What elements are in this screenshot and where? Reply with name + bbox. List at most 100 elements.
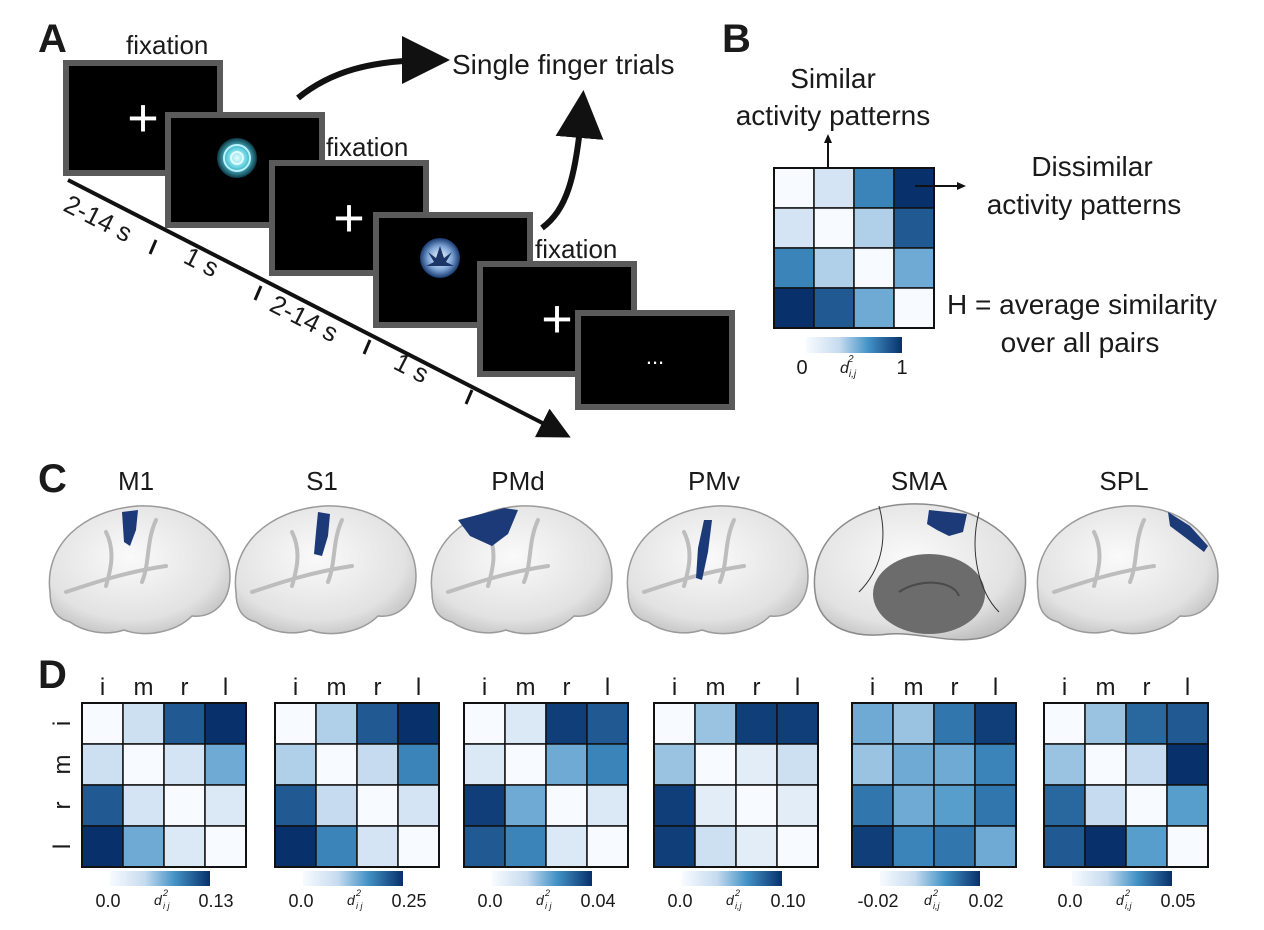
colorbar-subscript: i,j bbox=[933, 901, 941, 911]
matrix-cell bbox=[735, 825, 778, 868]
matrix-cell bbox=[204, 784, 247, 827]
timeline-arrow bbox=[67, 178, 571, 438]
matrix-frame bbox=[274, 702, 440, 868]
stimulus-ring-icon bbox=[217, 138, 257, 178]
colorbar-min: 0.0 bbox=[1057, 891, 1082, 911]
colorbar-max: 0.13 bbox=[198, 891, 233, 911]
matrix-cell bbox=[773, 287, 815, 329]
brain-spl: SPL bbox=[1036, 466, 1219, 635]
column-label: r bbox=[1143, 674, 1151, 701]
colorbar-superscript: 2 bbox=[932, 888, 938, 898]
matrix-cell bbox=[274, 825, 317, 868]
matrix-cell bbox=[315, 825, 358, 868]
column-label: r bbox=[374, 674, 382, 701]
matrix-cell bbox=[813, 287, 855, 329]
rdm-m1: i m r l 0.0 0.13 d i j 2 bbox=[81, 674, 247, 911]
colorbar bbox=[1072, 871, 1172, 886]
matrix-cell bbox=[773, 247, 815, 289]
column-label: m bbox=[1096, 674, 1116, 701]
matrix-cell bbox=[694, 825, 737, 868]
similar-label-line1: Similar bbox=[790, 63, 876, 94]
colorbar-superscript: 2 bbox=[544, 888, 550, 898]
colorbar-symbol: d bbox=[536, 892, 545, 908]
region-label: S1 bbox=[306, 466, 338, 496]
matrix-cell bbox=[274, 743, 317, 786]
colorbar-max: 0.02 bbox=[968, 891, 1003, 911]
colorbar-superscript: 2 bbox=[734, 888, 740, 898]
matrix-cell bbox=[545, 743, 588, 786]
brain-m1: M1 bbox=[48, 466, 231, 635]
colorbar-subscript: i j bbox=[545, 901, 553, 911]
column-label: i bbox=[672, 674, 677, 701]
colorbar-max: 0.25 bbox=[391, 891, 426, 911]
matrix-cell bbox=[735, 743, 778, 786]
matrix-cell bbox=[81, 743, 124, 786]
matrix-cell bbox=[315, 743, 358, 786]
matrix-cell bbox=[851, 702, 894, 745]
similar-label-line2: activity patterns bbox=[736, 100, 931, 131]
matrix-cell bbox=[504, 825, 547, 868]
matrix-cell bbox=[933, 702, 976, 745]
roi-highlight bbox=[1168, 512, 1208, 552]
matrix-cell bbox=[851, 743, 894, 786]
column-label: m bbox=[134, 674, 154, 701]
column-label: l bbox=[416, 674, 421, 701]
column-label: l bbox=[993, 674, 998, 701]
colorbar-subscript: i,j bbox=[735, 901, 743, 911]
matrix-cell bbox=[776, 743, 819, 786]
column-label: l bbox=[605, 674, 610, 701]
trial-arrow-1 bbox=[296, 36, 450, 101]
matrix-cell bbox=[1043, 825, 1086, 868]
matrix-cell bbox=[504, 702, 547, 745]
matrix-cell bbox=[893, 207, 935, 249]
column-label: m bbox=[327, 674, 347, 701]
matrix-cell bbox=[356, 702, 399, 745]
column-label: l bbox=[1185, 674, 1190, 701]
column-label: r bbox=[181, 674, 189, 701]
row-label: r bbox=[49, 802, 76, 810]
column-label: l bbox=[795, 674, 800, 701]
matrix-cell bbox=[974, 784, 1017, 827]
matrix-cell bbox=[892, 743, 935, 786]
column-label: m bbox=[706, 674, 726, 701]
matrix-cell bbox=[122, 825, 165, 868]
roi-highlight bbox=[696, 520, 712, 580]
column-label: i bbox=[870, 674, 875, 701]
example-rdm-matrix bbox=[773, 167, 935, 329]
matrix-frame bbox=[851, 702, 1017, 868]
screen-continuation: ... bbox=[575, 310, 735, 410]
colorbar-symbol: d bbox=[347, 892, 356, 908]
matrix-cell bbox=[586, 743, 629, 786]
matrix-cell bbox=[776, 702, 819, 745]
column-label: i bbox=[293, 674, 298, 701]
matrix-cell bbox=[933, 743, 976, 786]
brain-s1: S1 bbox=[234, 466, 417, 635]
cross-glyph: + bbox=[541, 289, 573, 349]
colorbar-subscript: i,j bbox=[1125, 901, 1133, 911]
column-label: i bbox=[100, 674, 105, 701]
cross-glyph: + bbox=[333, 188, 365, 248]
matrix-cell bbox=[853, 287, 895, 329]
matrix-cell bbox=[397, 702, 440, 745]
matrix-cell bbox=[204, 702, 247, 745]
colorbar-superscript: 2 bbox=[162, 888, 168, 898]
colorbar bbox=[492, 871, 592, 886]
matrix-cell bbox=[893, 167, 935, 209]
matrix-cell bbox=[653, 825, 696, 868]
colorbar bbox=[110, 871, 210, 886]
matrix-cell bbox=[545, 702, 588, 745]
matrix-cell bbox=[122, 702, 165, 745]
column-label: r bbox=[951, 674, 959, 701]
column-label: m bbox=[904, 674, 924, 701]
matrix-frame bbox=[1043, 702, 1209, 868]
matrix-cell bbox=[735, 702, 778, 745]
timeline-label-2: 1 s bbox=[179, 241, 224, 283]
dissimilar-label-line2: activity patterns bbox=[987, 189, 1182, 220]
matrix-cell bbox=[773, 207, 815, 249]
medial-wall bbox=[873, 554, 985, 634]
matrix-cell bbox=[163, 743, 206, 786]
rdm-spl: i m r l 0.0 0.05 d i,j 2 bbox=[1043, 674, 1209, 911]
row-label: l bbox=[49, 844, 76, 849]
row-label: m bbox=[49, 755, 76, 775]
